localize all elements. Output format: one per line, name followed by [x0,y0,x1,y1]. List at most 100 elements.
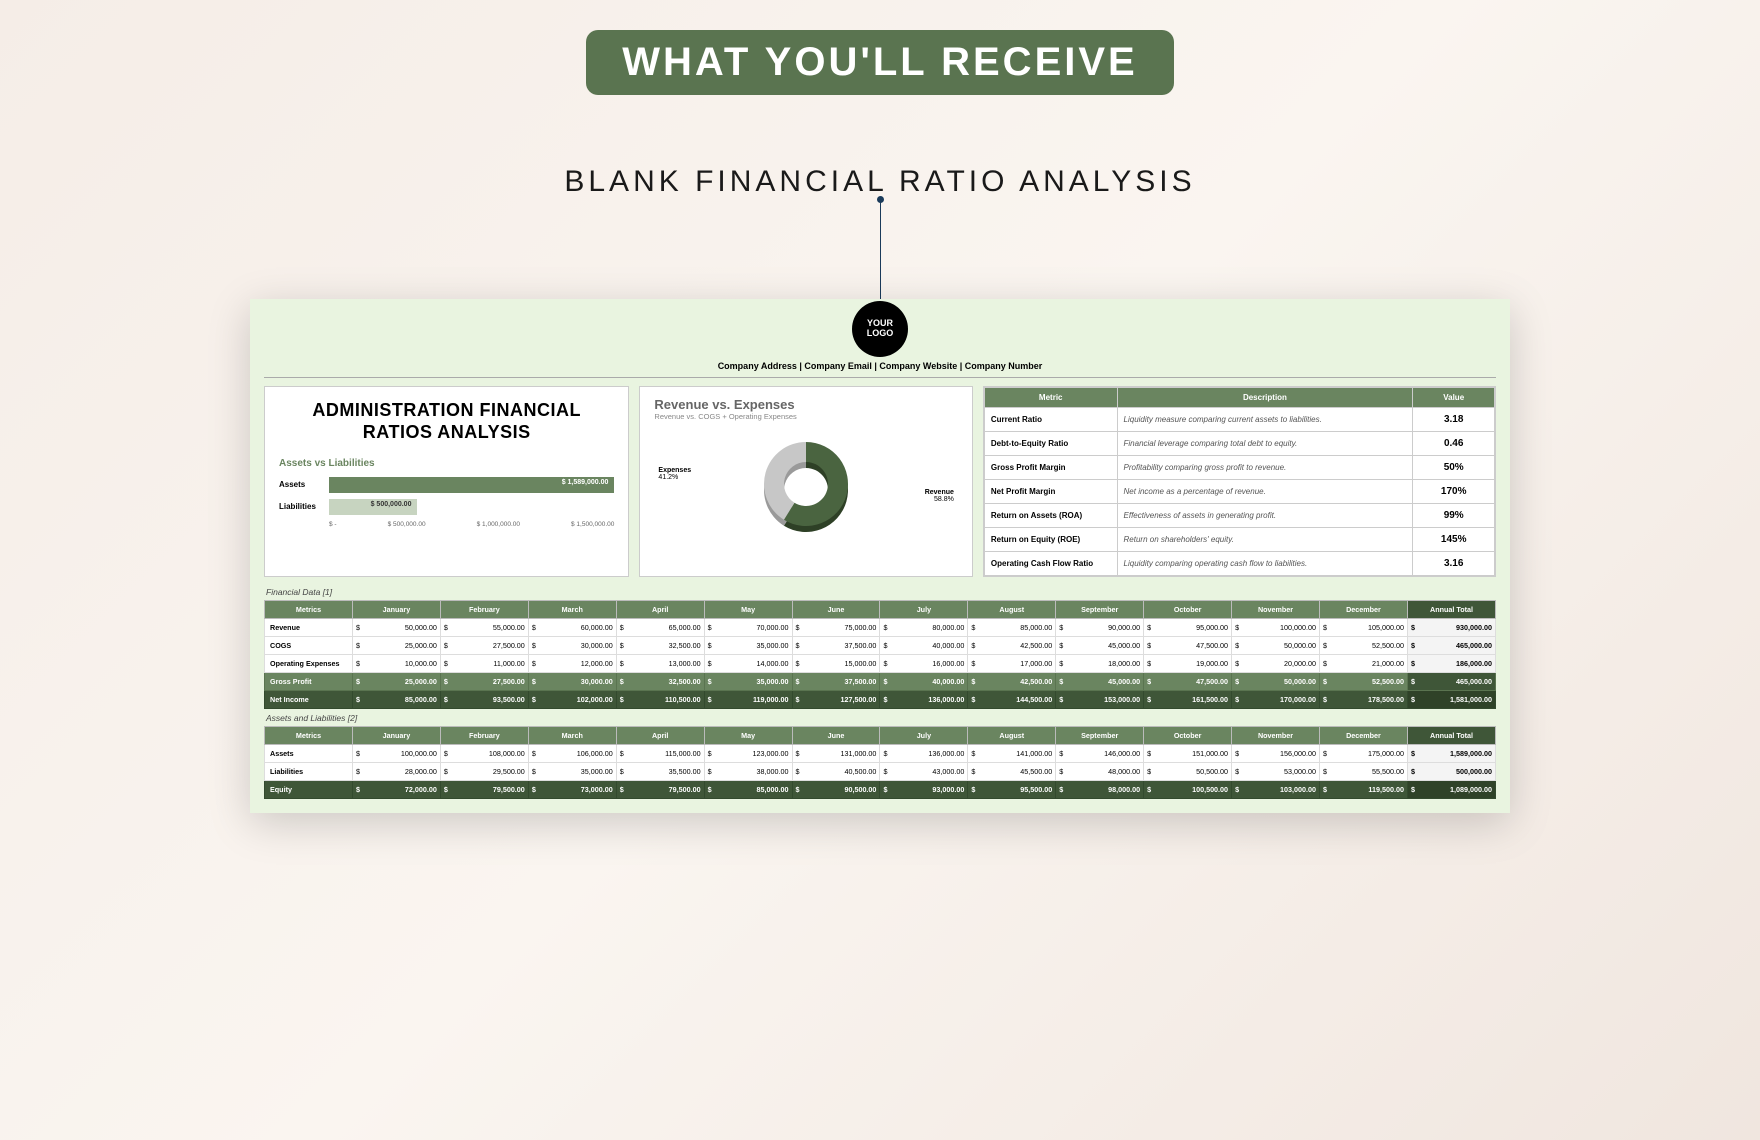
hbar-label: Assets [279,480,329,489]
cell: $178,500.00 [1319,690,1407,708]
col-month: September [1056,600,1144,618]
cell: $131,000.00 [792,744,880,762]
col-month: March [528,726,616,744]
top-panels-row: ADMINISTRATION FINANCIAL RATIOS ANALYSIS… [264,386,1496,577]
expenses-label: Expenses 41.2% [658,467,691,481]
ratio-metric: Return on Equity (ROE) [984,527,1117,551]
cell: $21,000.00 [1319,654,1407,672]
cell: $151,000.00 [1144,744,1232,762]
ratio-metric: Gross Profit Margin [984,455,1117,479]
hbar-value: $ 500,000.00 [371,501,412,508]
row-label: Operating Expenses [265,654,353,672]
ratio-row: Current RatioLiquidity measure comparing… [984,407,1494,431]
cell: $45,000.00 [1056,672,1144,690]
col-annual: Annual Total [1408,600,1496,618]
cell: $27,500.00 [440,672,528,690]
cell: $43,000.00 [880,762,968,780]
revenue-label: Revenue 58.8% [925,489,954,503]
cell: $14,000.00 [704,654,792,672]
cell: $35,500.00 [616,762,704,780]
cell: $79,500.00 [616,780,704,798]
cell: $53,000.00 [1232,762,1320,780]
col-month: October [1144,726,1232,744]
col-month: October [1144,600,1232,618]
col-month: April [616,600,704,618]
hbar-row: Liabilities $ 500,000.00 [279,499,614,515]
cell: $15,000.00 [792,654,880,672]
col-metrics: Metrics [265,726,353,744]
ratio-value: 3.18 [1413,407,1495,431]
cell: $127,500.00 [792,690,880,708]
ratio-row: Return on Equity (ROE)Return on sharehol… [984,527,1494,551]
ratio-value: 0.46 [1413,431,1495,455]
col-month: May [704,726,792,744]
ratio-metric: Return on Assets (ROA) [984,503,1117,527]
ratio-value: 99% [1413,503,1495,527]
cell: $29,500.00 [440,762,528,780]
col-month: June [792,726,880,744]
col-month: August [968,600,1056,618]
row-label: Gross Profit [265,672,353,690]
cell: $12,000.00 [528,654,616,672]
donut-panel: Revenue vs. Expenses Revenue vs. COGS + … [639,386,972,577]
col-month: February [440,726,528,744]
cell: $153,000.00 [1056,690,1144,708]
cell: $98,000.00 [1056,780,1144,798]
financial-data-table: MetricsJanuaryFebruaryMarchAprilMayJuneJ… [264,600,1496,709]
revenue-pct: 58.8% [925,496,954,503]
cell: $52,500.00 [1319,672,1407,690]
cell: $40,000.00 [880,672,968,690]
cell: $10,000.00 [353,654,441,672]
table-row: Gross Profit$25,000.00$27,500.00$30,000.… [265,672,1496,690]
cell: $42,500.00 [968,636,1056,654]
annual-cell: $500,000.00 [1408,762,1496,780]
ratio-row: Debt-to-Equity RatioFinancial leverage c… [984,431,1494,455]
cell: $146,000.00 [1056,744,1144,762]
hbar-fill: $ 500,000.00 [329,499,417,515]
cell: $30,000.00 [528,672,616,690]
ratio-metric: Net Profit Margin [984,479,1117,503]
cell: $95,000.00 [1144,618,1232,636]
axis-tick: $ 1,500,000.00 [571,521,614,528]
hbar-fill: $ 1,589,000.00 [329,477,614,493]
axis-tick: $ 1,000,000.00 [477,521,520,528]
col-month: December [1319,726,1407,744]
cell: $85,000.00 [704,780,792,798]
spreadsheet-preview: YOUR LOGO Company Address | Company Emai… [250,299,1510,813]
annual-cell: $1,089,000.00 [1408,780,1496,798]
cell: $37,500.00 [792,636,880,654]
cell: $48,000.00 [1056,762,1144,780]
revenue-label-text: Revenue [925,489,954,496]
donut-chart [736,434,876,544]
bar-chart-title: Assets vs Liabilities [279,458,614,469]
cell: $19,000.00 [1144,654,1232,672]
cell: $85,000.00 [968,618,1056,636]
cell: $60,000.00 [528,618,616,636]
cell: $170,000.00 [1232,690,1320,708]
axis-tick: $ - [329,521,337,528]
ratio-desc: Net income as a percentage of revenue. [1117,479,1413,503]
donut-title: Revenue vs. Expenses [654,397,957,412]
col-month: April [616,726,704,744]
cell: $90,000.00 [1056,618,1144,636]
table-row: Assets$100,000.00$108,000.00$106,000.00$… [265,744,1496,762]
table-row: Equity$72,000.00$79,500.00$73,000.00$79,… [265,780,1496,798]
assets-liabilities-label: Assets and Liabilities [2] [266,713,1496,723]
cell: $25,000.00 [353,672,441,690]
axis-tick: $ 500,000.00 [388,521,426,528]
annual-cell: $1,581,000.00 [1408,690,1496,708]
logo-line2: LOGO [867,329,894,339]
cell: $105,000.00 [1319,618,1407,636]
cell: $79,500.00 [440,780,528,798]
ratios-table: MetricDescriptionValue Current RatioLiqu… [984,387,1495,576]
company-info-line: Company Address | Company Email | Compan… [264,361,1496,378]
ratios-panel: MetricDescriptionValue Current RatioLiqu… [983,386,1496,577]
cell: $119,500.00 [1319,780,1407,798]
cell: $156,000.00 [1232,744,1320,762]
col-month: December [1319,600,1407,618]
cell: $136,000.00 [880,744,968,762]
cell: $37,500.00 [792,672,880,690]
cell: $55,500.00 [1319,762,1407,780]
ratio-desc: Liquidity measure comparing current asse… [1117,407,1413,431]
annual-cell: $186,000.00 [1408,654,1496,672]
